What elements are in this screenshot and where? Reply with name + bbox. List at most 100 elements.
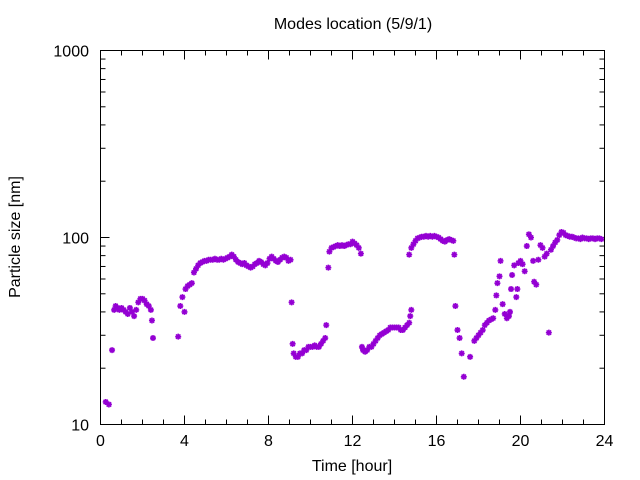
data-point [323, 322, 330, 329]
data-point [481, 322, 488, 329]
data-point [406, 319, 413, 326]
data-point [479, 327, 486, 334]
data-point [508, 286, 515, 293]
data-point [543, 250, 550, 257]
y-tick-label: 1000 [53, 44, 89, 61]
data-point [126, 304, 133, 311]
data-point [501, 310, 508, 317]
data-point [531, 278, 538, 285]
data-point [322, 335, 329, 342]
data-point [460, 373, 467, 380]
data-point [539, 244, 546, 251]
data-point [372, 337, 379, 344]
data-point [358, 343, 365, 350]
chart-title: Modes location (5/9/1) [274, 16, 432, 33]
data-point [150, 335, 156, 342]
data-point [190, 269, 197, 276]
data-point [525, 231, 532, 238]
data-point [299, 350, 306, 357]
data-point [467, 353, 474, 360]
data-point [497, 257, 504, 264]
data-point [535, 256, 542, 263]
data-point [364, 347, 371, 354]
data-point [446, 236, 453, 243]
data-point [318, 340, 324, 347]
data-point [303, 347, 310, 354]
data-point [492, 306, 499, 313]
data-point [545, 329, 552, 336]
data-points [102, 229, 605, 408]
data-point [182, 286, 189, 293]
data-point [425, 233, 432, 240]
data-point [530, 257, 537, 264]
data-point [596, 235, 603, 242]
data-point [571, 234, 578, 241]
data-point [355, 244, 362, 251]
data-point [283, 254, 290, 261]
data-point [554, 236, 561, 243]
data-point [507, 308, 513, 315]
data-point [399, 327, 406, 334]
data-point [471, 337, 478, 344]
data-point [505, 313, 512, 320]
data-point [374, 335, 381, 342]
data-point [513, 294, 520, 301]
data-point [404, 322, 411, 329]
data-point [519, 261, 526, 268]
data-point [368, 343, 375, 350]
data-point [496, 273, 503, 280]
x-tick-label: 16 [428, 433, 446, 450]
data-point [533, 281, 540, 288]
data-point [517, 257, 524, 264]
data-point [111, 306, 118, 313]
data-point [131, 313, 138, 320]
data-point [193, 265, 200, 272]
data-point [406, 251, 413, 258]
data-point [448, 236, 455, 243]
data-point [124, 310, 131, 317]
data-point [395, 324, 402, 331]
data-point [451, 251, 458, 258]
data-point [490, 315, 497, 322]
data-point [433, 233, 440, 240]
data-point [528, 234, 534, 241]
data-point [328, 244, 335, 251]
data-point [499, 301, 506, 308]
data-point [450, 237, 457, 244]
data-point [181, 308, 188, 315]
data-point [129, 308, 135, 315]
data-point [288, 299, 295, 306]
data-point [452, 303, 459, 310]
data-point [494, 280, 501, 287]
data-point [325, 264, 332, 271]
data-point [511, 262, 518, 269]
data-point [477, 329, 484, 336]
data-point [509, 272, 516, 279]
data-point [454, 327, 461, 334]
y-axis-label: Particle size [nm] [7, 176, 24, 298]
plot-frame [100, 50, 605, 425]
data-point [135, 299, 142, 306]
data-point [407, 313, 414, 320]
data-point [109, 347, 116, 354]
data-point [521, 268, 528, 275]
data-point [315, 343, 322, 350]
data-point [585, 236, 592, 243]
data-point [289, 340, 296, 347]
x-tick-label: 12 [344, 433, 362, 450]
data-point [514, 286, 521, 293]
data-point [556, 232, 563, 239]
y-tick-label: 10 [71, 418, 89, 435]
data-point [264, 260, 271, 267]
data-point [550, 243, 557, 250]
y-tick-label: 100 [62, 231, 89, 248]
data-point [583, 235, 590, 242]
data-point [444, 236, 450, 243]
data-point [148, 317, 155, 324]
data-point [475, 332, 482, 339]
data-point [408, 306, 415, 313]
data-point [439, 237, 446, 244]
data-point [592, 236, 599, 243]
data-point [177, 303, 184, 310]
